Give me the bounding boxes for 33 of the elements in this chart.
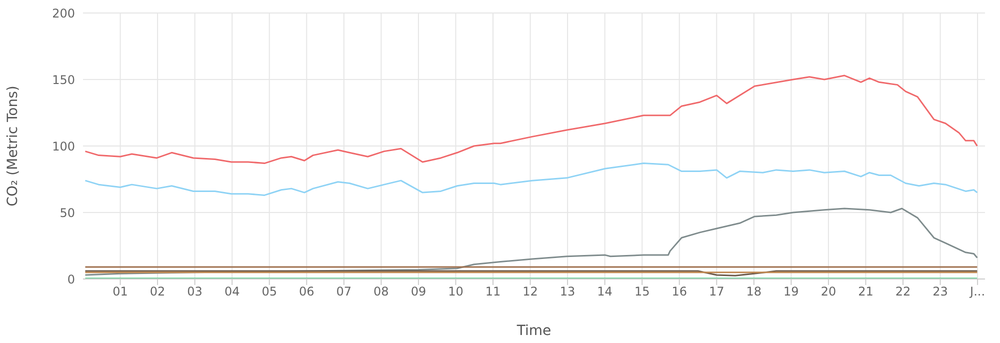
x-tick-label: 11: [485, 284, 501, 299]
y-tick-label: 50: [60, 206, 75, 220]
x-tick-label: 05: [262, 284, 278, 299]
x-tick-label: 08: [374, 284, 389, 299]
y-axis-title: CO₂ (Metric Tons): [4, 86, 21, 206]
line-series: [84, 74, 978, 164]
x-tick-label: 20: [820, 284, 836, 299]
x-tick-label: 01: [112, 284, 128, 299]
x-tick-label: 12: [522, 284, 538, 299]
x-tick-label: 17: [708, 284, 724, 299]
x-tick-label: 04: [224, 284, 240, 299]
x-tick-label: 10: [448, 284, 464, 299]
x-tick-label: 06: [298, 284, 314, 299]
x-tick-label: J...: [969, 284, 986, 299]
line-series: [84, 162, 978, 196]
x-tick-label: 16: [672, 284, 688, 299]
y-tick-label: 200: [52, 6, 75, 20]
x-tick-label: 03: [187, 284, 202, 299]
x-tick-label: 14: [597, 284, 612, 299]
x-tick-label: 19: [784, 284, 799, 299]
x-axis-title: Time: [516, 323, 552, 339]
x-tick-label: 21: [858, 284, 874, 299]
x-tick-label: 09: [410, 284, 426, 299]
x-tick-label: 23: [932, 284, 948, 299]
x-tick-label: 02: [150, 284, 166, 299]
y-tick-label: 150: [52, 72, 75, 87]
x-tick-label: 15: [634, 284, 650, 299]
x-tick-label: 22: [895, 284, 911, 299]
x-tick-label: 07: [336, 284, 352, 299]
y-tick-label: 100: [52, 139, 75, 154]
x-tick-label: 18: [746, 284, 762, 299]
y-tick-label: 0: [67, 272, 75, 286]
x-tick-label: 13: [560, 284, 576, 299]
